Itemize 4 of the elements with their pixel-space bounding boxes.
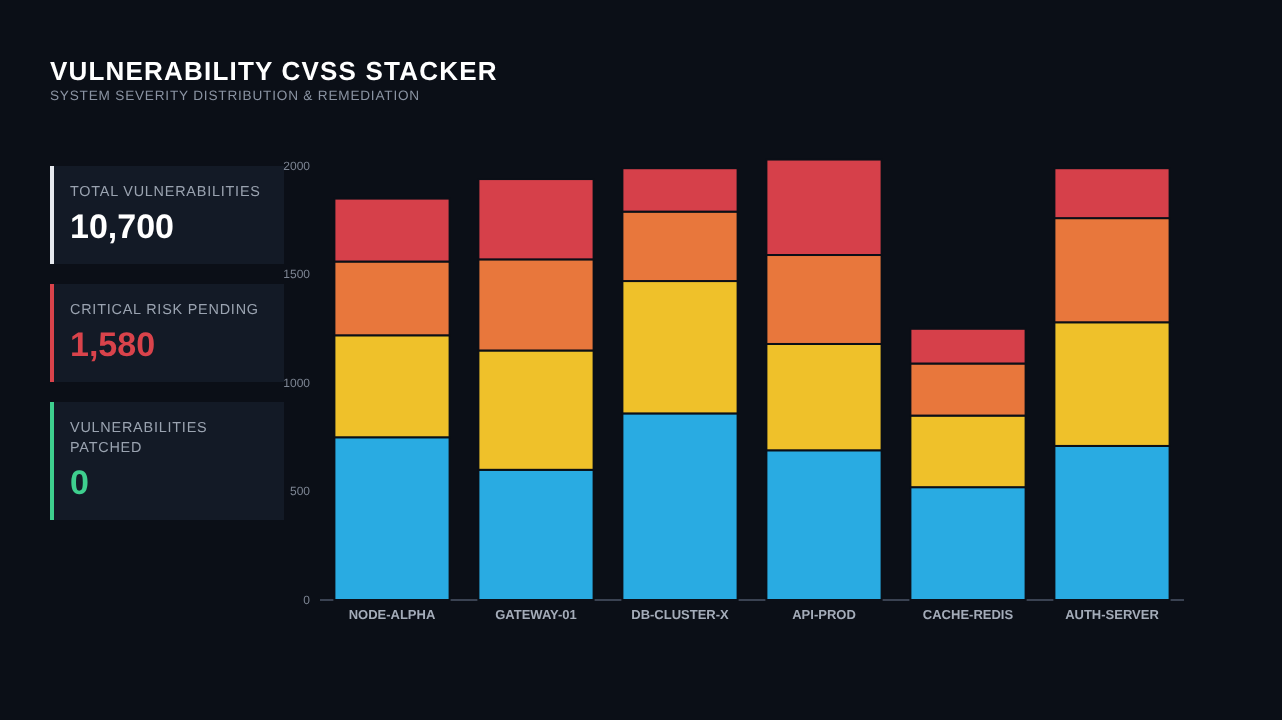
text: 1,580	[70, 326, 156, 364]
chart-title: VULNERABILITY CVSS STACKER	[50, 56, 498, 86]
text: 10,700	[70, 208, 174, 246]
text: 0	[70, 464, 89, 502]
